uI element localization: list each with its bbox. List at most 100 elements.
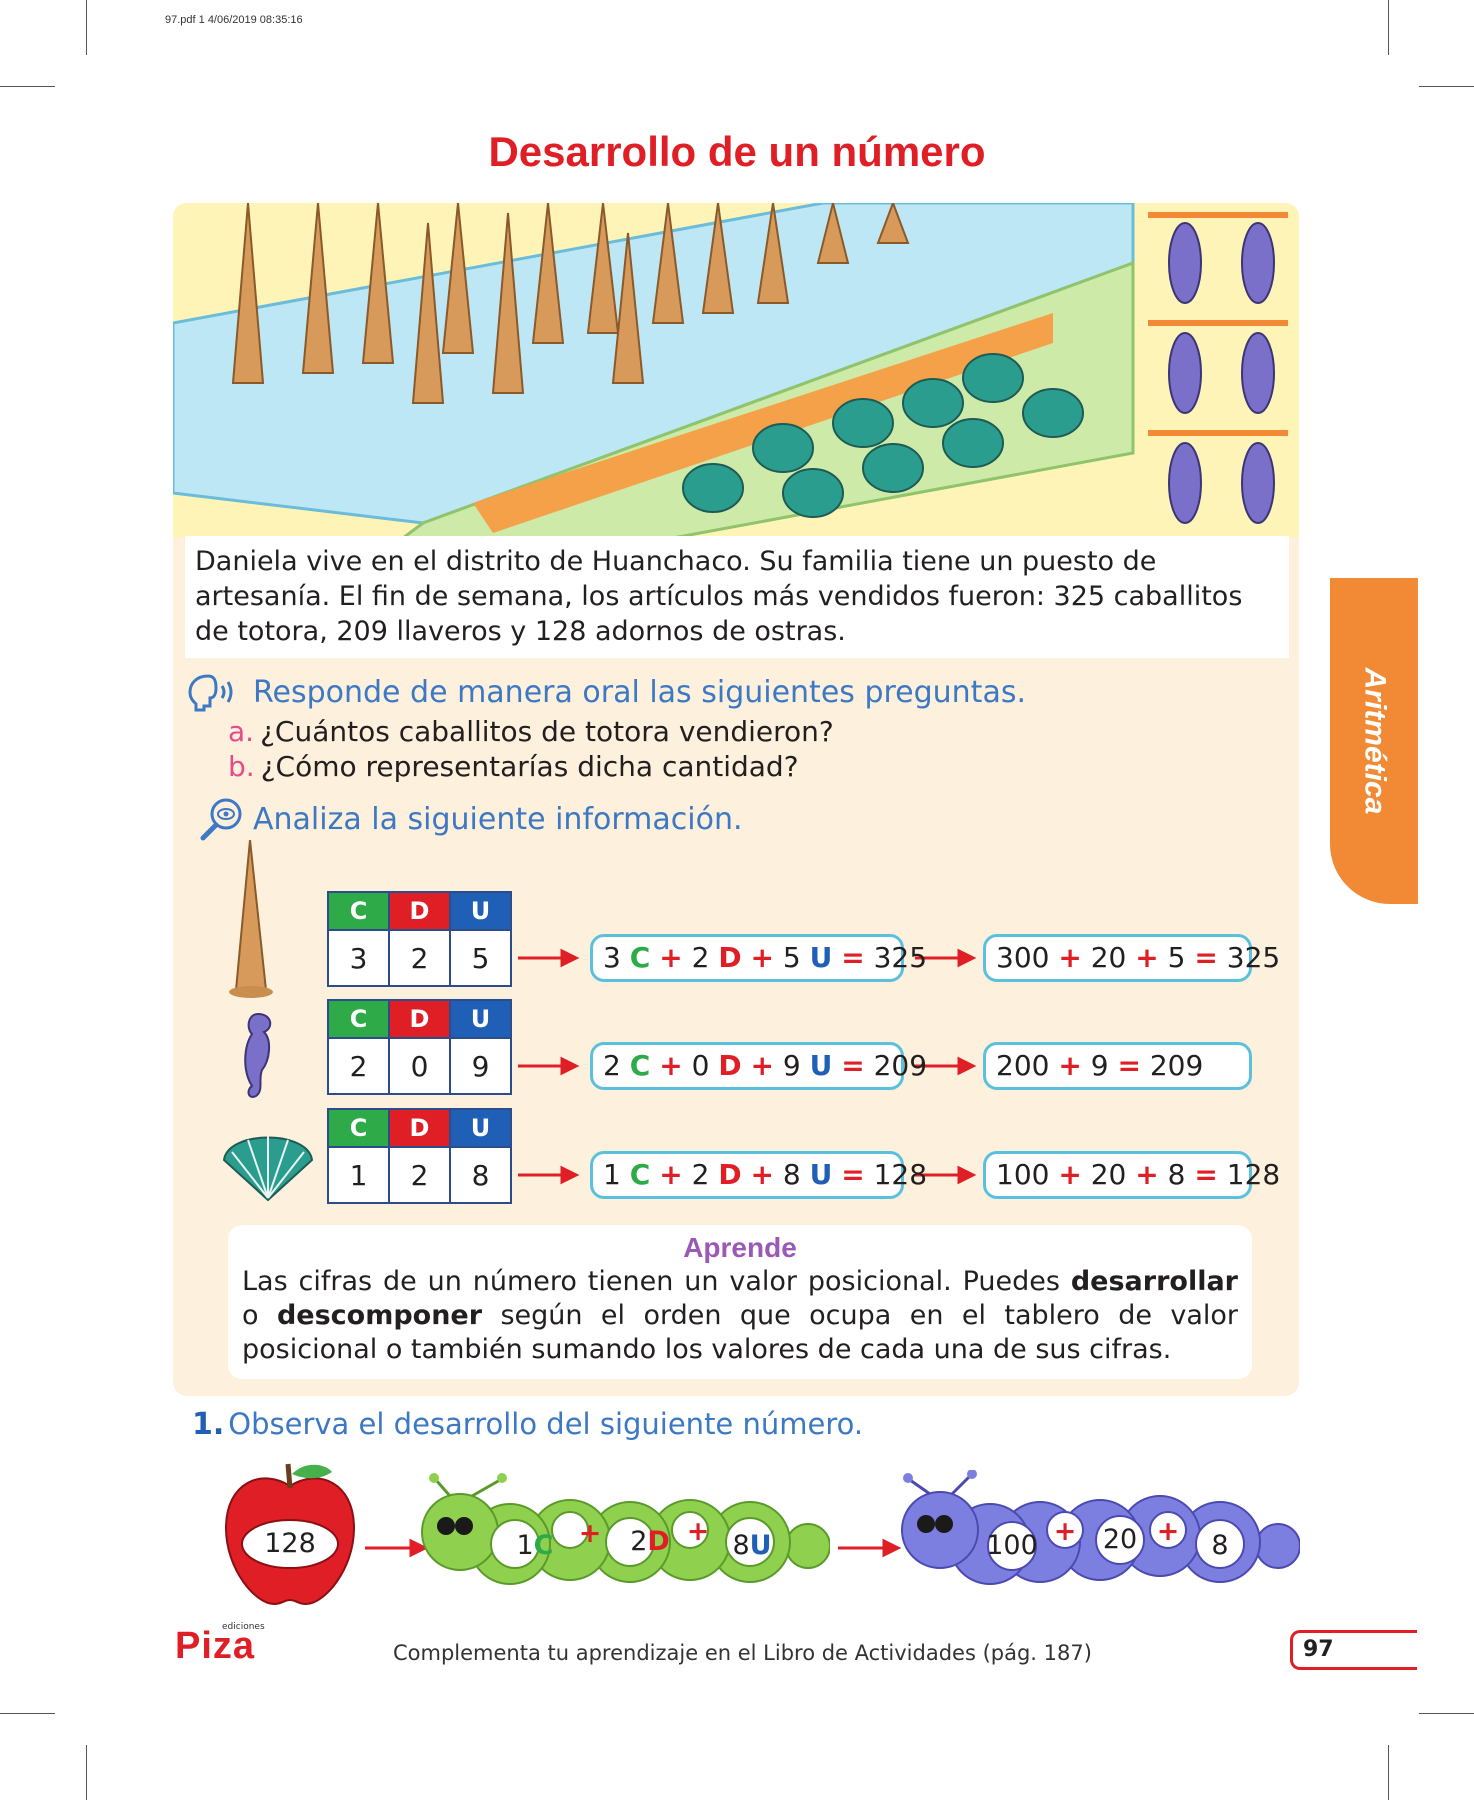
oral-heading: Responde de manera oral las siguientes p… [253, 675, 1026, 710]
green-caterpillar-icon [420, 1470, 831, 1604]
plus-sign: + [1156, 1516, 1180, 1547]
d-symbol: D [718, 1158, 742, 1191]
equals-sign: = [841, 941, 865, 974]
plus-sign: + [1058, 1158, 1082, 1191]
d-symbol: D [718, 941, 742, 974]
learn-bold-word: desarrollar [1070, 1266, 1238, 1297]
total-value: 325 [1226, 941, 1281, 974]
exercise-number: 1. [192, 1407, 225, 1442]
expansion-box: 3 C + 2 D + 5 U = 325 [590, 934, 927, 982]
equals-sign: = [1117, 1049, 1141, 1082]
learn-bold-word: descomponer [276, 1300, 483, 1331]
digit-cell: 5 [449, 929, 512, 987]
c-symbol: C [629, 1158, 651, 1191]
equals-sign: = [1194, 1158, 1218, 1191]
hundreds-digit: 3 [603, 941, 621, 974]
d-symbol: D [718, 1049, 742, 1082]
plus-sign: + [750, 1049, 774, 1082]
crop-mark [0, 1713, 55, 1714]
total-value: 128 [873, 1158, 928, 1191]
tens-digit: 2 [691, 1158, 710, 1191]
crop-mark [1419, 86, 1474, 87]
analyze-heading: Analiza la siguiente información. [253, 802, 743, 837]
exercise-heading: 1. Observa el desarrollo del siguiente nú… [192, 1407, 863, 1442]
units-digit: 9 [782, 1049, 801, 1082]
header-d: D [388, 999, 451, 1039]
c-symbol: C [629, 1049, 651, 1082]
crop-mark [1419, 1713, 1474, 1714]
total-value: 209 [873, 1049, 928, 1082]
crop-mark [1388, 1745, 1389, 1800]
publisher-small-text: ediciones [222, 1622, 265, 1632]
header-u: U [449, 891, 512, 931]
digit-cell: 9 [449, 1037, 512, 1095]
publisher-logo: Piza [175, 1625, 256, 1667]
story-text: Daniela vive en el distrito de Huanchaco… [185, 536, 1289, 658]
plus-sign: + [659, 941, 683, 974]
market-stall-drawing [173, 203, 1288, 538]
blue-caterpillar-icon [900, 1469, 1301, 1604]
caterpillar-segment: 8U [722, 1530, 782, 1561]
digit: 8 [732, 1530, 750, 1561]
c-symbol: C [533, 1530, 554, 1561]
header-u: U [449, 1108, 512, 1148]
header-d: D [388, 1108, 451, 1148]
digit-cell: 0 [388, 1037, 451, 1095]
caterpillar-segment: 2D [620, 1526, 680, 1557]
plus-sign: + [578, 1518, 602, 1549]
digit-cell: 2 [388, 1146, 451, 1204]
units-digit: 8 [782, 1158, 801, 1191]
learn-text: Las cifras de un número tienen un valor … [242, 1265, 1238, 1367]
crop-mark [86, 0, 87, 55]
u-symbol: U [809, 1158, 833, 1191]
term: 100 [996, 1158, 1050, 1191]
equals-sign: = [1194, 941, 1218, 974]
oyster-shell-icon [218, 1120, 318, 1210]
plus-sign: + [659, 1158, 683, 1191]
question-b: b. ¿Cómo representarías dicha cantidad? [228, 750, 799, 783]
term: 8 [1167, 1158, 1186, 1191]
crop-mark [86, 1745, 87, 1800]
apple-value: 128 [264, 1528, 316, 1559]
digit-cell: 3 [327, 929, 390, 987]
market-illustration [173, 203, 1299, 538]
question-letter: b. [228, 750, 255, 783]
learn-box: Aprende Las cifras de un número tienen u… [228, 1225, 1252, 1379]
place-value-table: C D U 2 0 9 [327, 999, 512, 1095]
section-tab-label: Aritmética [1358, 667, 1391, 815]
digit-cell: 8 [449, 1146, 512, 1204]
magnifier-eye-icon [198, 796, 246, 846]
story-line: artesanía. El fin de semana, los artícul… [195, 581, 1243, 612]
header-u: U [449, 999, 512, 1039]
header-c: C [327, 891, 390, 931]
footer-note: Complementa tu aprendizaje en el Libro d… [393, 1641, 1092, 1665]
digit-cell: 2 [388, 929, 451, 987]
equals-sign: = [841, 1158, 865, 1191]
page-number: 97 [1290, 1630, 1417, 1670]
speaking-head-icon [186, 672, 238, 716]
plus-sign: + [659, 1049, 683, 1082]
digit: 2 [630, 1526, 648, 1557]
learn-text-part: según el orden que ocupa en el tablero d… [242, 1300, 1238, 1365]
expansion-box: 2 C + 0 D + 9 U = 209 [590, 1042, 927, 1090]
learn-title: Aprende [683, 1232, 797, 1263]
plus-sign: + [1135, 941, 1159, 974]
section-tab-label-wrap: Aritmética [1330, 578, 1418, 904]
digit-cell: 1 [327, 1146, 390, 1204]
tens-digit: 0 [691, 1049, 710, 1082]
u-symbol: U [749, 1530, 772, 1561]
hundreds-digit: 2 [603, 1049, 621, 1082]
place-value-table: C D U 3 2 5 [327, 891, 512, 987]
c-symbol: C [629, 941, 651, 974]
reed-boat-icon [222, 839, 282, 1004]
sum-box: 200 + 9 = 209 [983, 1042, 1252, 1090]
plus-sign: + [686, 1516, 710, 1547]
learn-text-part: Las cifras de un número tienen un valor … [242, 1266, 1071, 1297]
question-a: a. ¿Cuántos caballitos de totora vendiero… [228, 715, 834, 748]
term: 5 [1167, 941, 1186, 974]
header-c: C [327, 1108, 390, 1148]
d-symbol: D [647, 1526, 670, 1557]
plus-sign: + [750, 941, 774, 974]
digit-cell: 2 [327, 1037, 390, 1095]
digit: 1 [516, 1530, 534, 1561]
